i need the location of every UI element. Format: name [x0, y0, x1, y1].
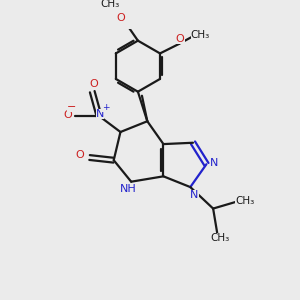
Text: O: O [176, 34, 184, 44]
Text: O: O [63, 110, 72, 119]
Text: O: O [117, 14, 125, 23]
Text: CH₃: CH₃ [100, 0, 119, 9]
Text: CH₃: CH₃ [235, 196, 254, 206]
Text: N: N [210, 158, 218, 168]
Text: O: O [76, 150, 85, 160]
Text: NH: NH [120, 184, 137, 194]
Text: CH₃: CH₃ [191, 30, 210, 40]
Text: N: N [96, 109, 104, 119]
Text: N: N [190, 190, 199, 200]
Text: CH₃: CH₃ [210, 233, 230, 243]
Text: +: + [102, 103, 110, 112]
Text: −: − [67, 102, 76, 112]
Text: O: O [89, 79, 98, 89]
